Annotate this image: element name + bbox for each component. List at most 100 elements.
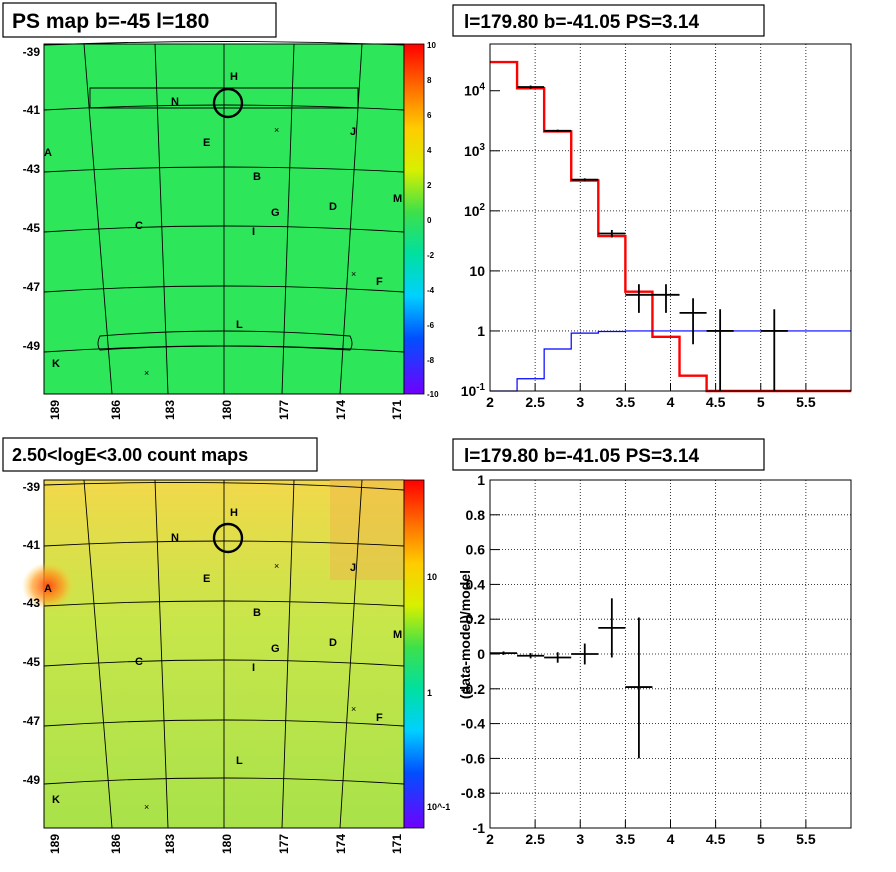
x-tick-label: 2.5 [525, 831, 545, 847]
x-tick-label: 171 [390, 834, 404, 854]
residual-title-box [452, 438, 765, 471]
colorbar-tick: -2 [427, 251, 435, 260]
count-map-cross-3: × [144, 802, 149, 812]
ps-map-title: PS map b=-45 l=180 [12, 10, 209, 33]
ps-map-x-ticks: 189 186 183 180 177 174 171 [48, 400, 404, 420]
y-tick-label: 0.8 [466, 507, 486, 523]
source-label: G [271, 207, 280, 219]
source-label: M [393, 193, 402, 205]
series-1-step-line [490, 330, 851, 392]
x-tick-label: 3 [576, 394, 584, 410]
ps-map-roi-circle [212, 87, 244, 119]
source-label: F [376, 712, 383, 724]
y-tick-label: 10-1 [461, 382, 486, 399]
y-tick-label: -43 [23, 162, 41, 176]
ps-map-y-ticks: -39 -41 -43 -45 -47 -49 [23, 45, 41, 353]
count-map-hot-spot [22, 562, 74, 610]
y-tick-label: 103 [464, 142, 486, 159]
x-tick-label: 3.5 [616, 831, 636, 847]
x-tick-label: 177 [277, 834, 291, 854]
ps-map-title-box [2, 2, 277, 38]
x-tick-label: 5.5 [796, 831, 816, 847]
source-label: E [203, 573, 210, 585]
ps-map-colorbar [403, 43, 425, 395]
y-tick-label: 1 [477, 472, 485, 488]
source-label: G [271, 643, 280, 655]
x-tick-label: 2.5 [525, 394, 545, 410]
source-label: K [52, 358, 60, 370]
x-tick-label: 174 [334, 834, 348, 854]
source-label: I [252, 662, 255, 674]
x-tick-label: 4.5 [706, 394, 726, 410]
y-tick-label: -0.2 [461, 681, 485, 697]
y-tick-label: -43 [23, 596, 41, 610]
y-tick-label: -41 [23, 538, 41, 552]
x-tick-label: 5.5 [796, 394, 816, 410]
x-tick-label: 2 [486, 831, 494, 847]
spectrum-panel: l=179.80 b=-41.05 PS=3.14 2 2.5 3 3.5 4 4.5 5 5… [452, 4, 852, 410]
colorbar-tick: 0 [427, 216, 432, 225]
source-label: K [52, 794, 60, 806]
x-tick-label: 180 [220, 400, 234, 420]
x-tick-label: 3.5 [616, 394, 636, 410]
y-tick-label: -0.8 [461, 785, 485, 801]
colorbar-tick: -8 [427, 356, 435, 365]
source-label: B [253, 607, 261, 619]
ps-map-cross-3: × [144, 368, 149, 378]
count-colorbar-ticks: 10 1 10^-1 [427, 572, 450, 812]
source-label: C [135, 220, 143, 232]
count-map-source-labels: H N E J A B G D M C I F L K [44, 507, 402, 806]
x-tick-label: 189 [48, 834, 62, 854]
source-label: B [253, 171, 261, 183]
source-label: M [393, 629, 402, 641]
count-map-y-ticks: -39 -41 -43 -45 -47 -49 [23, 480, 41, 787]
source-label: A [44, 583, 52, 595]
count-map-roi-circle [212, 522, 244, 554]
count-map-warm-region [330, 480, 404, 580]
y-tick-label: 0.4 [466, 576, 486, 592]
x-tick-label: 3 [576, 831, 584, 847]
colorbar-tick: 6 [427, 111, 432, 120]
x-tick-label: 5 [757, 831, 765, 847]
x-tick-label: 180 [220, 834, 234, 854]
colorbar-tick: 8 [427, 76, 432, 85]
colorbar-tick: -4 [427, 286, 435, 295]
source-label: E [203, 137, 210, 149]
y-tick-label: 0.2 [466, 611, 486, 627]
source-label: I [252, 226, 255, 238]
y-tick-label: -0.6 [461, 750, 485, 766]
source-label: H [230, 507, 238, 519]
ps-map-cross-2: × [351, 269, 356, 279]
source-label: F [376, 276, 383, 288]
colorbar-tick: 10^-1 [427, 802, 450, 812]
plot-frame [489, 43, 852, 392]
spectrum-plot: 2 2.5 3 3.5 4 4.5 5 5.5 10-1 1 10 102 103 104 [461, 43, 852, 410]
y-tick-label: 0.6 [466, 542, 486, 558]
y-tick-label: 10 [469, 263, 485, 279]
x-tick-label: 183 [163, 834, 177, 854]
ps-map-cross-1: × [274, 125, 279, 135]
count-map-title-box [2, 437, 318, 472]
x-tick-label: 174 [334, 400, 348, 420]
source-label: J [350, 126, 356, 138]
count-map-graticule [43, 479, 405, 829]
x-tick-label: 177 [277, 400, 291, 420]
residual-panel: l=179.80 b=-41.05 PS=3.14 2 2.5 3 3.5 4 4.5 5 5… [452, 438, 852, 847]
y-tick-label: -47 [23, 714, 41, 728]
source-label: A [44, 147, 52, 159]
count-map-cross-1: × [274, 561, 279, 571]
y-tick-label: 104 [464, 82, 486, 99]
colorbar-tick: -10 [427, 390, 439, 399]
y-tick-label: -45 [23, 221, 41, 235]
x-tick-label: 4 [667, 394, 675, 410]
y-tick-label: -49 [23, 773, 41, 787]
count-map-colorbar [403, 479, 425, 829]
x-tick-label: 186 [109, 834, 123, 854]
source-label: L [236, 755, 243, 767]
colorbar-tick: -6 [427, 321, 435, 330]
count-map-panel: 2.50<logE<3.00 count maps × × × H N E J … [2, 437, 450, 854]
x-tick-label: 5 [757, 394, 765, 410]
x-tick-label: 189 [48, 400, 62, 420]
colorbar-tick: 10 [427, 41, 436, 50]
